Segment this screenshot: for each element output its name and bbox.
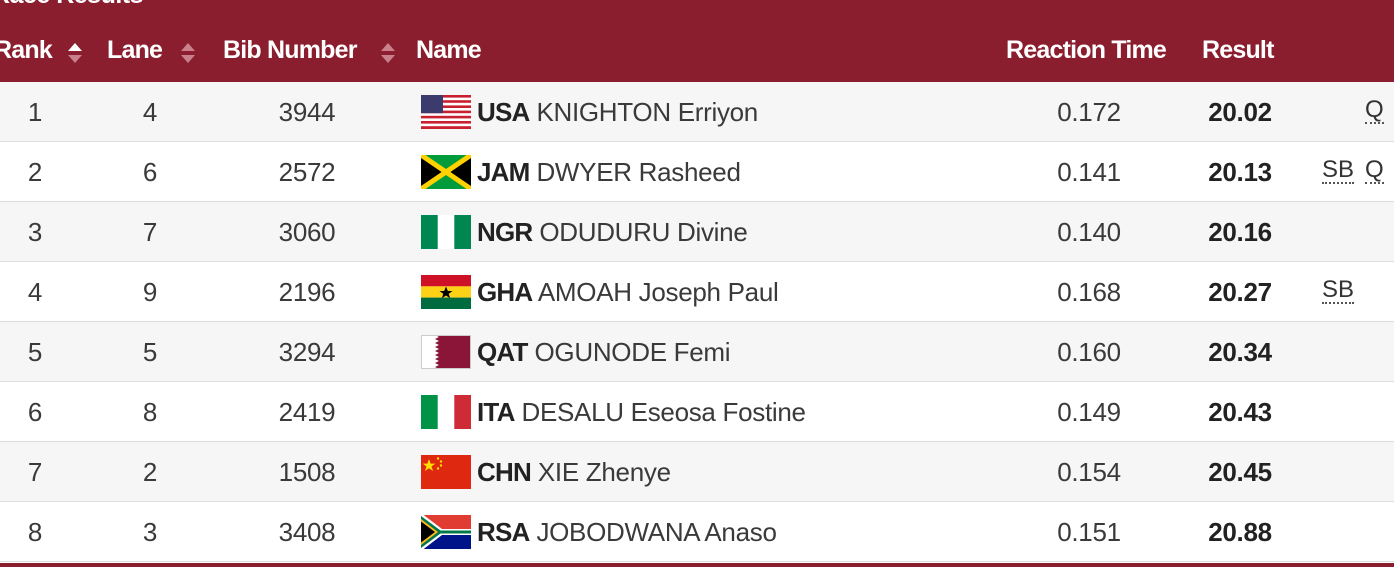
bib-number: 2419 [278,397,336,427]
result: 20.16 [1208,217,1272,247]
result: 20.43 [1208,397,1272,427]
athlete-name: AMOAH Joseph Paul [537,277,779,307]
result: 20.45 [1208,457,1272,487]
athlete: QAT OGUNODE Femi [477,337,731,368]
result: 20.13 [1208,157,1272,187]
rank: 4 [27,277,43,307]
result: 20.27 [1208,277,1272,307]
reaction-time: 0.141 [1057,157,1121,187]
rank: 5 [27,337,43,367]
flag [421,155,471,189]
reaction-time: 0.160 [1057,337,1121,367]
table-row: 5 5 3294 QAT OGUNODE Femi 0.160 20.34 [0,322,1394,382]
country-code: GHA [477,277,533,307]
table-row: 7 2 1508 CHN XIE Zhenye 0.154 20.45 [0,442,1394,502]
bib-number: 1508 [278,457,336,487]
column-header[interactable]: Name [416,36,482,64]
bib-number: 3060 [278,217,336,247]
qualification-mark[interactable]: SB [1322,156,1355,184]
country-code: CHN [477,457,532,487]
athlete: GHA AMOAH Joseph Paul [477,277,779,308]
athlete-name: DWYER Rasheed [536,157,741,187]
bib-number: 2572 [278,157,336,187]
lane: 8 [142,397,158,427]
rank: 2 [27,157,43,187]
athlete-name: JOBODWANA Anaso [536,517,777,547]
flag [421,515,471,549]
athlete-name: DESALU Eseosa Fostine [521,397,806,427]
rank: 3 [27,217,43,247]
qualification-mark[interactable]: Q [1365,156,1384,184]
flag [421,275,471,309]
sort-icon[interactable] [65,41,85,65]
flag [421,215,471,249]
athlete-name: KNIGHTON Erriyon [536,97,758,127]
table-footer-border [0,563,1394,567]
country-code: USA [477,97,530,127]
country-code: JAM [477,157,530,187]
bib-number: 3944 [278,97,336,127]
flag [421,395,471,429]
reaction-time: 0.154 [1057,457,1121,487]
flag [421,95,471,129]
reaction-time: 0.149 [1057,397,1121,427]
lane: 7 [142,217,158,247]
result: 20.88 [1208,517,1272,547]
result: 20.02 [1208,97,1272,127]
athlete-name: XIE Zhenye [537,457,671,487]
rank: 1 [27,97,43,127]
reaction-time: 0.151 [1057,517,1121,547]
rank: 8 [27,517,43,547]
reaction-time: 0.140 [1057,217,1121,247]
column-header[interactable]: Reaction Time [1006,36,1167,64]
table-row: 6 8 2419 ITA DESALU Eseosa Fostine 0.149 20.4… [0,382,1394,442]
lane: 5 [142,337,158,367]
country-code: RSA [477,517,530,547]
country-code: ITA [477,397,515,427]
column-header[interactable]: Rank [0,36,53,64]
table-row: 4 9 2196 GHA AMOAH Joseph Paul 0.168 20.27 SB [0,262,1394,322]
sort-icon[interactable] [378,41,398,65]
lane: 4 [142,97,158,127]
table-header: Race Results Rank Lane Bib Number Name R… [0,0,1394,82]
athlete: JAM DWYER Rasheed [477,157,741,188]
athlete: CHN XIE Zhenye [477,457,671,488]
lane: 2 [142,457,158,487]
title: Race Results [0,0,144,10]
table-row: 1 4 3944 USA KNIGHTON Erriyon 0.172 20.02 Q [0,82,1394,142]
bib-number: 3408 [278,517,336,547]
qualification-mark[interactable]: SB [1322,276,1355,304]
athlete: NGR ODUDURU Divine [477,217,748,248]
bib-number: 2196 [278,277,336,307]
lane: 9 [142,277,158,307]
lane: 3 [142,517,158,547]
flag [421,455,471,489]
reaction-time: 0.172 [1057,97,1121,127]
column-header[interactable]: Lane [107,36,163,64]
athlete: ITA DESALU Eseosa Fostine [477,397,806,428]
sort-icon[interactable] [178,41,198,65]
reaction-time: 0.168 [1057,277,1121,307]
table-row: 2 6 2572 JAM DWYER Rasheed 0.141 20.13 SB Q [0,142,1394,202]
athlete: USA KNIGHTON Erriyon [477,97,758,128]
column-header[interactable]: Result [1202,36,1274,64]
rank: 7 [27,457,43,487]
rank: 6 [27,397,43,427]
flag [421,335,471,369]
country-code: NGR [477,217,533,247]
result: 20.34 [1208,337,1272,367]
athlete-name: OGUNODE Femi [534,337,731,367]
bib-number: 3294 [278,337,336,367]
table-row: 3 7 3060 NGR ODUDURU Divine 0.140 20.16 [0,202,1394,262]
column-header[interactable]: Bib Number [223,36,357,64]
athlete-name: ODUDURU Divine [539,217,748,247]
country-code: QAT [477,337,528,367]
table-row: 8 3 3408 RSA JOBODWANA Anaso 0.151 20.88 [0,502,1394,562]
qualification-mark[interactable]: Q [1365,96,1384,124]
athlete: RSA JOBODWANA Anaso [477,517,777,548]
lane: 6 [142,157,158,187]
